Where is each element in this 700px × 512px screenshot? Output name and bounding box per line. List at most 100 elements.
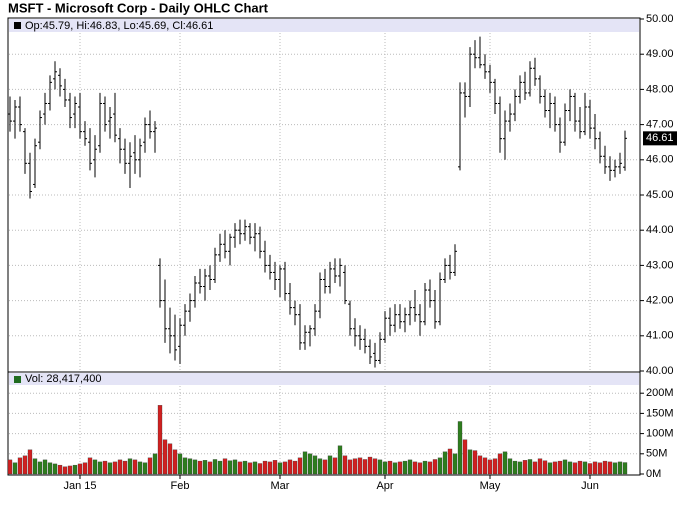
volume-bar <box>402 460 408 475</box>
volume-bar <box>177 453 183 475</box>
volume-bar <box>432 459 438 475</box>
volume-bar <box>37 461 43 475</box>
volume-bar <box>222 458 228 475</box>
volume-bar <box>22 455 28 475</box>
volume-bar <box>167 443 173 475</box>
volume-bar <box>467 449 473 475</box>
volume-bar <box>87 457 93 475</box>
x-tick-label: Feb <box>171 480 190 492</box>
y-tick-label: 200M <box>646 387 674 399</box>
volume-bar <box>427 461 433 475</box>
volume-bar <box>217 460 223 475</box>
volume-bar <box>142 462 148 475</box>
volume-bar <box>297 457 303 475</box>
volume-bar <box>307 453 313 475</box>
volume-bar <box>442 451 448 475</box>
volume-bar <box>247 462 253 475</box>
price-legend: Op:45.79, Hi:46.83, Lo:45.69, Cl:46.61 <box>25 20 213 32</box>
volume-bar <box>412 461 418 475</box>
x-tick-label: May <box>480 480 501 492</box>
volume-bar <box>137 461 143 475</box>
y-tick-label: 150M <box>646 407 674 419</box>
volume-bar <box>52 463 58 475</box>
volume-bar <box>447 448 453 475</box>
volume-bar <box>382 461 388 475</box>
volume-bar <box>552 461 558 475</box>
volume-bar <box>312 455 318 475</box>
x-tick-label: Mar <box>271 480 290 492</box>
volume-bar <box>227 460 233 475</box>
volume-bar <box>617 461 623 475</box>
volume-bar <box>362 459 368 475</box>
y-tick-label: 49.00 <box>646 48 674 60</box>
volume-bar <box>242 460 248 475</box>
volume-bar <box>622 462 628 475</box>
x-tick-label: Jan 15 <box>63 480 96 492</box>
volume-bar <box>12 462 18 475</box>
volume-bar <box>437 457 443 475</box>
volume-bar <box>212 459 218 475</box>
volume-bar <box>472 450 478 475</box>
volume-bar <box>107 462 113 475</box>
volume-bar <box>517 461 523 475</box>
volume-bar <box>192 459 198 475</box>
volume-bar <box>27 449 33 475</box>
volume-bar <box>502 451 508 475</box>
volume-bar <box>547 462 553 475</box>
volume-bar <box>62 466 68 475</box>
volume-bar <box>532 461 538 475</box>
volume-bar <box>352 458 358 475</box>
volume-panel <box>7 371 641 476</box>
volume-bar <box>602 460 608 475</box>
volume-bar <box>597 462 603 475</box>
volume-bar <box>277 462 283 475</box>
volume-bar <box>452 453 458 475</box>
volume-bar <box>82 462 88 475</box>
volume-header <box>9 373 639 385</box>
y-tick-label: 47.00 <box>646 119 674 131</box>
volume-bar <box>267 461 273 475</box>
volume-bar <box>327 455 333 475</box>
y-tick-label: 43.00 <box>646 259 674 271</box>
y-tick-label: 50.00 <box>646 13 674 25</box>
volume-bar <box>527 459 533 475</box>
legend-swatch <box>14 22 21 29</box>
volume-bar <box>92 459 98 475</box>
volume-bar <box>152 453 158 475</box>
chart-title: MSFT - Microsoft Corp - Daily OHLC Chart <box>8 0 269 15</box>
volume-bar <box>482 457 488 475</box>
volume-bar <box>562 459 568 475</box>
volume-bar <box>392 462 398 475</box>
volume-bar <box>542 460 548 475</box>
volume-bar <box>537 458 543 475</box>
volume-bar <box>182 457 188 475</box>
last-price-label: 46.61 <box>646 132 674 144</box>
volume-bar <box>97 461 103 475</box>
volume-bar <box>162 439 168 475</box>
volume-bar <box>372 458 378 475</box>
volume-bar <box>287 459 293 475</box>
volume-bar <box>202 460 208 475</box>
volume-bar <box>332 457 338 475</box>
volume-bar <box>147 457 153 475</box>
volume-bar <box>397 461 403 475</box>
volume-bar <box>47 462 53 475</box>
volume-bar <box>132 459 138 475</box>
volume-bar <box>507 458 513 475</box>
volume-bar <box>127 458 133 475</box>
volume-bar <box>367 456 373 475</box>
volume-bar <box>257 463 263 475</box>
volume-bar <box>477 455 483 475</box>
volume-bar <box>582 461 588 475</box>
volume-bar <box>572 462 578 475</box>
volume-bar <box>42 459 48 475</box>
volume-bar <box>32 458 38 475</box>
volume-bar <box>387 460 393 475</box>
volume-bar <box>497 453 503 475</box>
y-tick-label: 48.00 <box>646 83 674 95</box>
volume-bar <box>357 457 363 475</box>
y-tick-label: 45.00 <box>646 189 674 201</box>
volume-bar <box>157 405 163 475</box>
volume-bar <box>102 460 108 475</box>
volume-bar <box>342 455 348 475</box>
